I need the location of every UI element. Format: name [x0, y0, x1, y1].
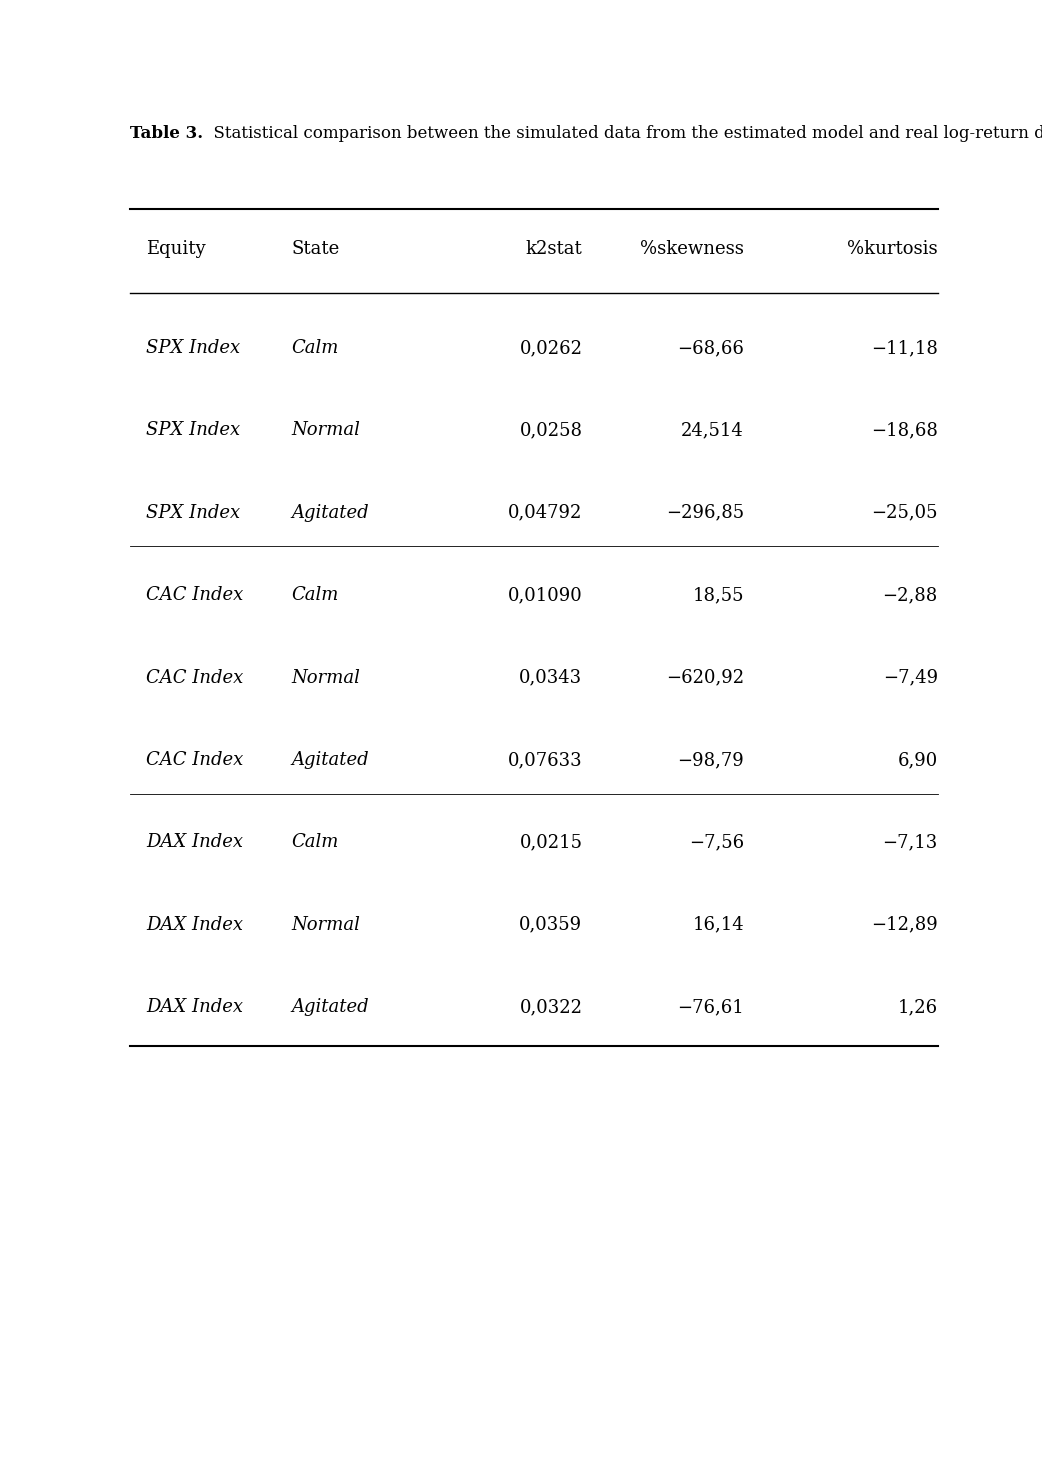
Text: SPX Index: SPX Index — [146, 338, 241, 357]
Text: 0,04792: 0,04792 — [508, 504, 582, 522]
Text: SPX Index: SPX Index — [146, 420, 241, 440]
Text: Statistical comparison between the simulated data from the estimated model and r: Statistical comparison between the simul… — [203, 125, 1042, 142]
Text: −7,13: −7,13 — [883, 834, 938, 851]
Text: 1,26: 1,26 — [897, 998, 938, 1015]
Text: Agitated: Agitated — [292, 504, 369, 522]
Text: 0,07633: 0,07633 — [507, 750, 582, 769]
Text: State: State — [292, 240, 340, 258]
Text: SPX Index: SPX Index — [146, 504, 241, 522]
Text: 0,0262: 0,0262 — [520, 338, 582, 357]
Text: Calm: Calm — [292, 834, 339, 851]
Text: 16,14: 16,14 — [692, 916, 744, 933]
Text: 0,0322: 0,0322 — [520, 998, 582, 1015]
Text: Normal: Normal — [292, 668, 361, 686]
Text: %skewness: %skewness — [640, 240, 744, 258]
Text: CAC Index: CAC Index — [146, 668, 244, 686]
Text: −7,49: −7,49 — [883, 668, 938, 686]
Text: DAX Index: DAX Index — [146, 916, 244, 933]
Text: −620,92: −620,92 — [666, 668, 744, 686]
Text: −11,18: −11,18 — [871, 338, 938, 357]
Text: Equity: Equity — [146, 240, 206, 258]
Text: 24,514: 24,514 — [681, 420, 744, 440]
Text: 0,0343: 0,0343 — [519, 668, 582, 686]
Text: CAC Index: CAC Index — [146, 750, 244, 769]
Text: 0,0359: 0,0359 — [519, 916, 582, 933]
Text: 18,55: 18,55 — [693, 586, 744, 604]
Text: −12,89: −12,89 — [871, 916, 938, 933]
Text: −2,88: −2,88 — [883, 586, 938, 604]
Text: −98,79: −98,79 — [677, 750, 744, 769]
Text: −296,85: −296,85 — [666, 504, 744, 522]
Text: Normal: Normal — [292, 420, 361, 440]
Text: −18,68: −18,68 — [871, 420, 938, 440]
Text: −68,66: −68,66 — [677, 338, 744, 357]
Text: 6,90: 6,90 — [897, 750, 938, 769]
Text: −76,61: −76,61 — [677, 998, 744, 1015]
Text: Table 3.: Table 3. — [130, 125, 203, 142]
Text: 0,01090: 0,01090 — [507, 586, 582, 604]
Text: Calm: Calm — [292, 586, 339, 604]
Text: %kurtosis: %kurtosis — [847, 240, 938, 258]
Text: Normal: Normal — [292, 916, 361, 933]
Text: k2stat: k2stat — [526, 240, 582, 258]
Text: Agitated: Agitated — [292, 750, 369, 769]
Text: CAC Index: CAC Index — [146, 586, 244, 604]
Text: 0,0215: 0,0215 — [520, 834, 582, 851]
Text: −7,56: −7,56 — [689, 834, 744, 851]
Text: DAX Index: DAX Index — [146, 834, 244, 851]
Text: Calm: Calm — [292, 338, 339, 357]
Text: DAX Index: DAX Index — [146, 998, 244, 1015]
Text: −25,05: −25,05 — [871, 504, 938, 522]
Text: Agitated: Agitated — [292, 998, 369, 1015]
Text: 0,0258: 0,0258 — [520, 420, 582, 440]
